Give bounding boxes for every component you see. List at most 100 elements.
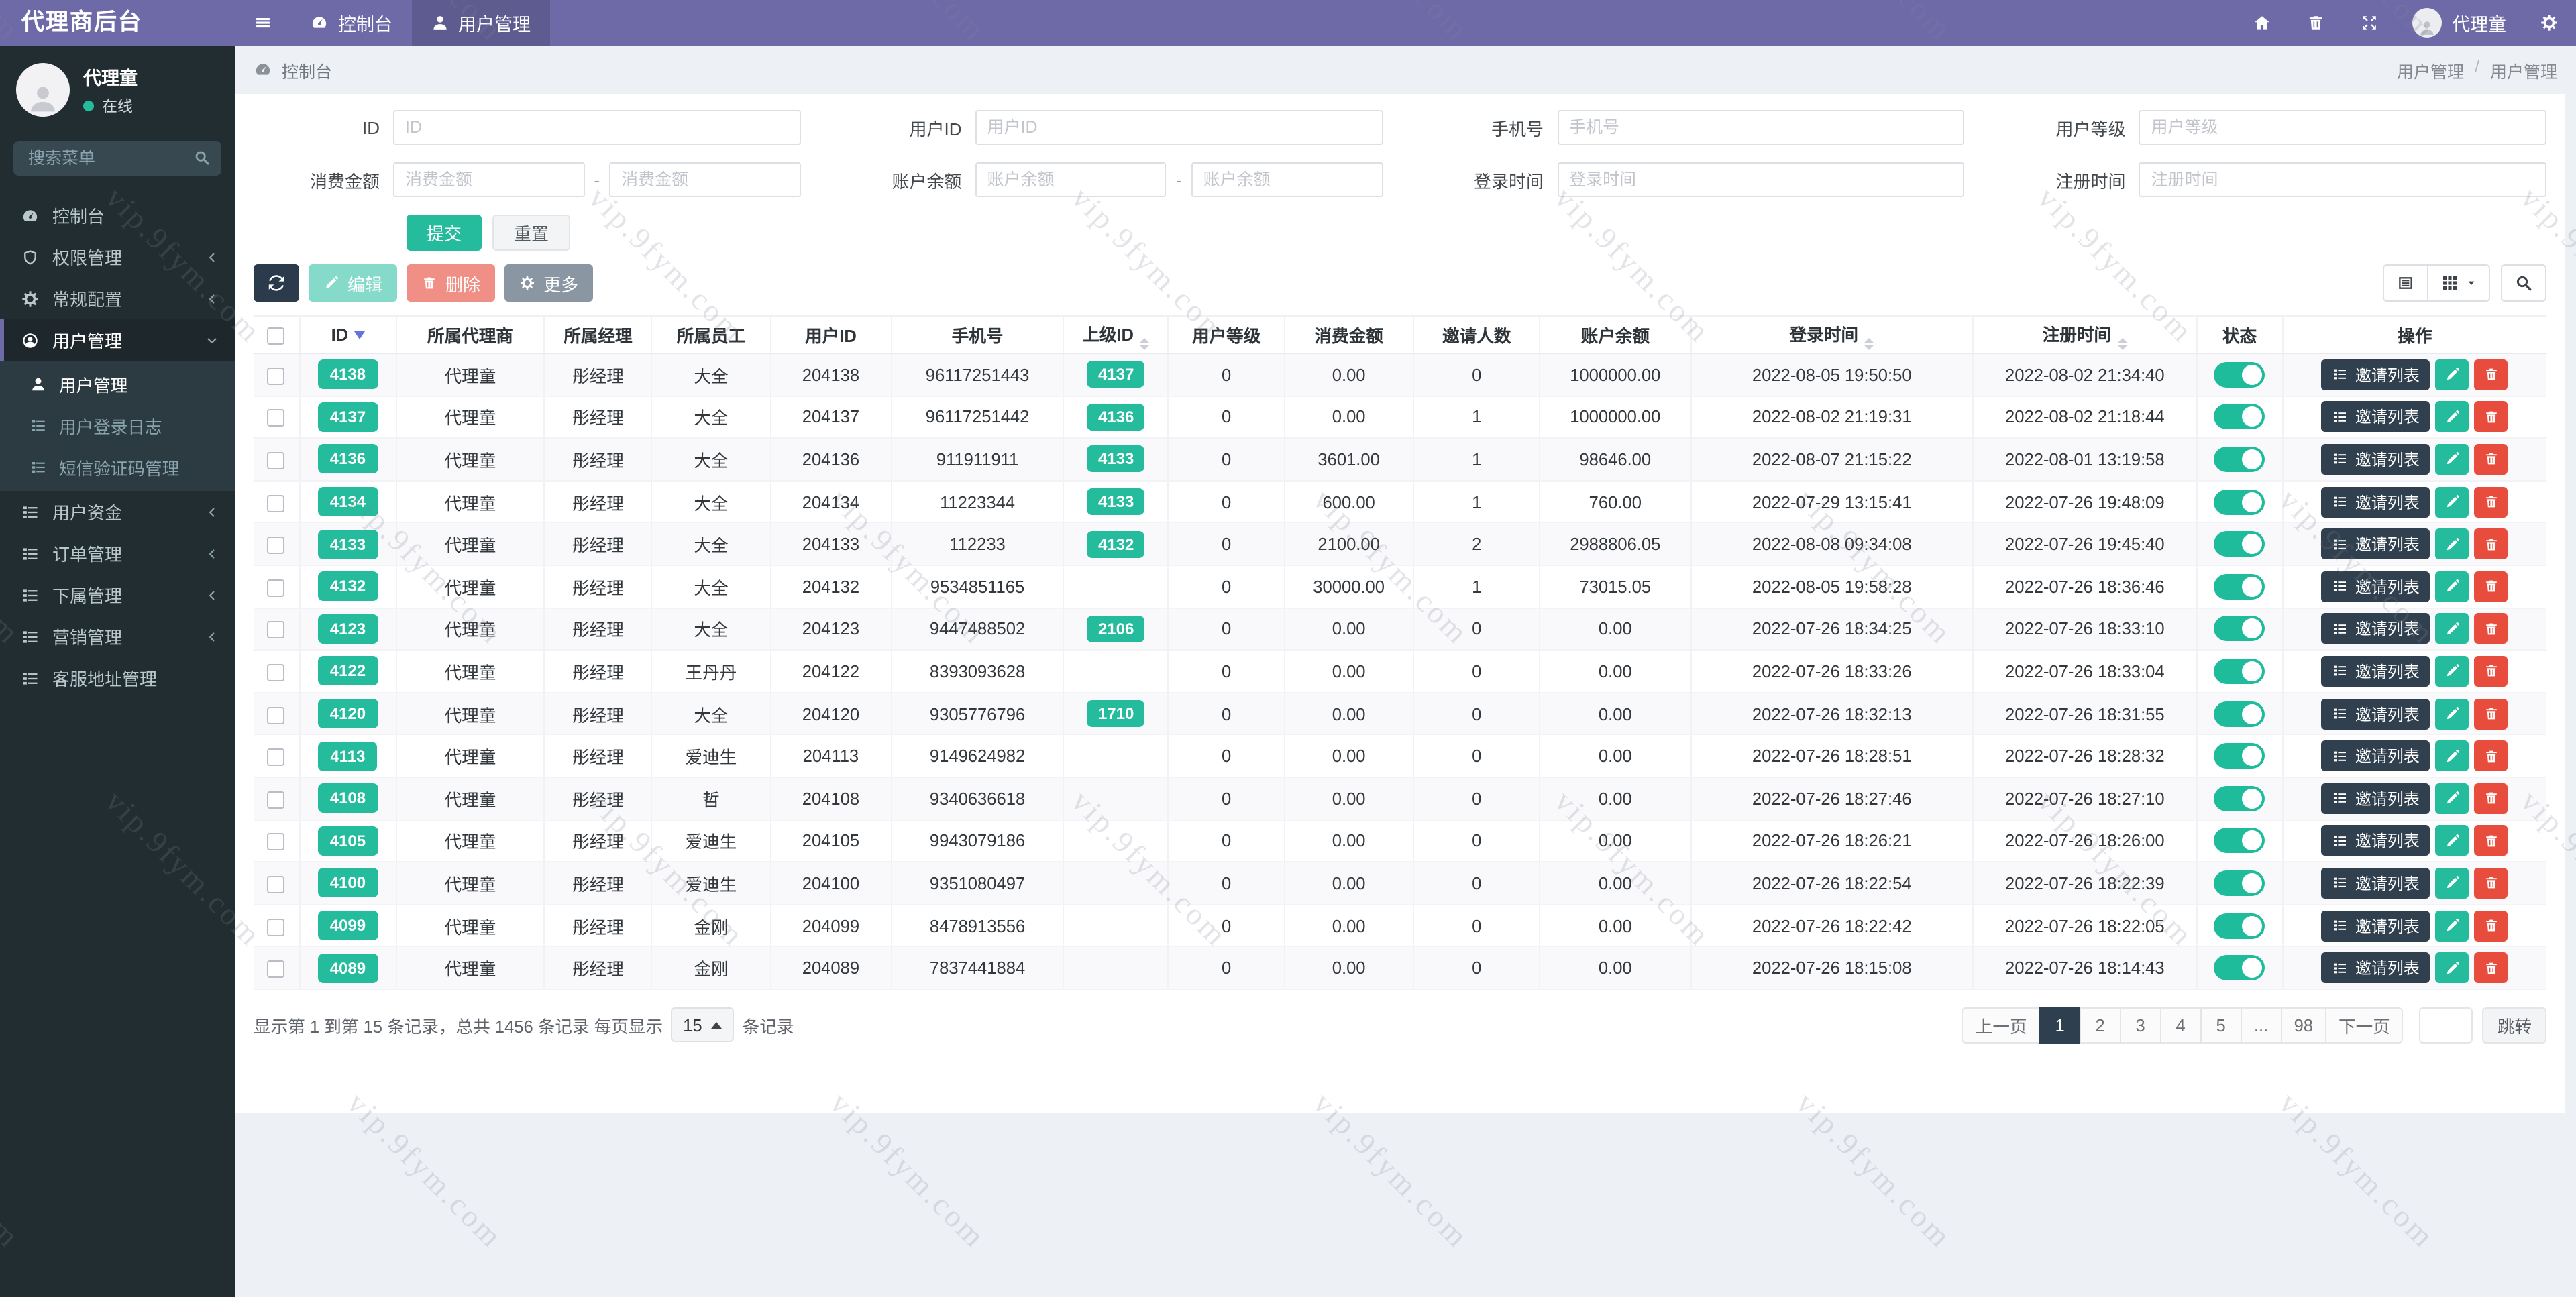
sidebar-item-4-用户管理[interactable]: 用户管理 [0, 319, 235, 361]
column-header-上级ID[interactable]: 上级ID [1063, 315, 1169, 354]
status-toggle-on[interactable] [2214, 743, 2265, 769]
sidebar-item-9-客服地址管理[interactable]: 客服地址管理 [0, 657, 235, 699]
filter-input-ID[interactable] [393, 110, 801, 145]
filter-input-账户余额-max[interactable] [1191, 162, 1383, 197]
nav-item-dashboard[interactable]: 控制台 [291, 0, 411, 46]
status-toggle-on[interactable] [2214, 446, 2265, 472]
row-edit-button[interactable] [2435, 910, 2469, 942]
row-edit-button[interactable] [2435, 486, 2469, 518]
row-checkbox[interactable] [267, 452, 285, 470]
row-delete-button[interactable] [2474, 486, 2508, 518]
row-edit-button[interactable] [2435, 359, 2469, 390]
filter-input-手机号[interactable] [1557, 110, 1965, 145]
invite-list-button[interactable]: 邀请列表 [2321, 571, 2430, 602]
row-edit-button[interactable] [2435, 613, 2469, 644]
sidebar-subitem-用户登录日志[interactable]: 用户登录日志 [0, 405, 235, 447]
sidebar-subitem-短信验证码管理[interactable]: 短信验证码管理 [0, 447, 235, 488]
page-button-5[interactable]: 5 [2200, 1007, 2242, 1044]
row-checkbox[interactable] [267, 833, 285, 851]
row-edit-button[interactable] [2435, 698, 2469, 730]
status-toggle-on[interactable] [2214, 870, 2265, 896]
row-edit-button[interactable] [2435, 528, 2469, 560]
sidebar-item-5-用户资金[interactable]: 用户资金 [0, 491, 235, 532]
sidebar-search-input[interactable] [13, 141, 221, 176]
status-toggle-on[interactable] [2214, 701, 2265, 727]
page-button-98[interactable]: 98 [2280, 1007, 2327, 1044]
invite-list-button[interactable]: 邀请列表 [2321, 613, 2430, 644]
invite-list-button[interactable]: 邀请列表 [2321, 740, 2430, 772]
sidebar-item-1-控制台[interactable]: 控制台 [0, 194, 235, 236]
invite-list-button[interactable]: 邀请列表 [2321, 359, 2430, 390]
row-edit-button[interactable] [2435, 867, 2469, 899]
column-header-ID[interactable]: ID [299, 315, 396, 354]
filter-input-登录时间[interactable] [1557, 162, 1965, 197]
status-toggle-on[interactable] [2214, 828, 2265, 854]
delete-button[interactable]: 删除 [407, 264, 496, 302]
row-edit-button[interactable] [2435, 783, 2469, 814]
columns-button[interactable] [2428, 264, 2490, 302]
sidebar-toggle-button[interactable] [235, 0, 291, 46]
row-delete-button[interactable] [2474, 613, 2508, 644]
row-delete-button[interactable] [2474, 359, 2508, 390]
row-delete-button[interactable] [2474, 571, 2508, 602]
row-edit-button[interactable] [2435, 443, 2469, 475]
invite-list-button[interactable]: 邀请列表 [2321, 867, 2430, 899]
page-button-2[interactable]: 2 [2079, 1007, 2121, 1044]
page-button-4[interactable]: 4 [2159, 1007, 2202, 1044]
status-toggle-on[interactable] [2214, 785, 2265, 811]
jump-button[interactable]: 跳转 [2482, 1007, 2546, 1044]
next-page-button[interactable]: 下一页 [2325, 1007, 2404, 1044]
clear-cache-button[interactable] [2288, 0, 2342, 46]
sidebar-item-6-订单管理[interactable]: 订单管理 [0, 532, 235, 574]
row-edit-button[interactable] [2435, 952, 2469, 984]
row-checkbox[interactable] [267, 409, 285, 427]
invite-list-button[interactable]: 邀请列表 [2321, 486, 2430, 518]
row-checkbox[interactable] [267, 621, 285, 639]
jump-page-input[interactable] [2419, 1007, 2473, 1044]
column-header-登录时间[interactable]: 登录时间 [1690, 315, 1974, 354]
invite-list-button[interactable]: 邀请列表 [2321, 528, 2430, 560]
invite-list-button[interactable]: 邀请列表 [2321, 825, 2430, 856]
invite-list-button[interactable]: 邀请列表 [2321, 698, 2430, 730]
row-delete-button[interactable] [2474, 443, 2508, 475]
row-edit-button[interactable] [2435, 825, 2469, 856]
row-checkbox[interactable] [267, 494, 285, 512]
breadcrumb-location[interactable]: 控制台 [254, 57, 332, 82]
row-checkbox[interactable] [267, 960, 285, 978]
filter-input-用户等级[interactable] [2139, 110, 2546, 145]
row-checkbox[interactable] [267, 791, 285, 809]
row-edit-button[interactable] [2435, 401, 2469, 433]
row-edit-button[interactable] [2435, 740, 2469, 772]
more-button[interactable]: 更多 [504, 264, 594, 302]
invite-list-button[interactable]: 邀请列表 [2321, 910, 2430, 942]
filter-input-消费金额-max[interactable] [609, 162, 801, 197]
status-toggle-on[interactable] [2214, 531, 2265, 557]
sidebar-item-7-下属管理[interactable]: 下属管理 [0, 574, 235, 616]
filter-input-用户ID[interactable] [975, 110, 1383, 145]
row-checkbox[interactable] [267, 367, 285, 385]
row-edit-button[interactable] [2435, 571, 2469, 602]
invite-list-button[interactable]: 邀请列表 [2321, 401, 2430, 433]
sidebar-subitem-用户管理[interactable]: 用户管理 [0, 363, 235, 405]
row-checkbox[interactable] [267, 748, 285, 767]
page-button-3[interactable]: 3 [2119, 1007, 2161, 1044]
row-edit-button[interactable] [2435, 655, 2469, 687]
status-toggle-on[interactable] [2214, 361, 2265, 388]
row-checkbox[interactable] [267, 706, 285, 724]
row-delete-button[interactable] [2474, 655, 2508, 687]
select-all-checkbox[interactable] [267, 327, 285, 345]
invite-list-button[interactable]: 邀请列表 [2321, 783, 2430, 814]
filter-input-注册时间[interactable] [2139, 162, 2546, 197]
filter-input-消费金额[interactable] [393, 162, 585, 197]
row-checkbox[interactable] [267, 664, 285, 682]
toggle-view-button[interactable] [2383, 264, 2428, 302]
row-delete-button[interactable] [2474, 401, 2508, 433]
row-delete-button[interactable] [2474, 952, 2508, 984]
row-delete-button[interactable] [2474, 783, 2508, 814]
row-checkbox[interactable] [267, 537, 285, 555]
nav-item-user-management[interactable]: 用户管理 [411, 0, 549, 46]
row-delete-button[interactable] [2474, 867, 2508, 899]
invite-list-button[interactable]: 邀请列表 [2321, 952, 2430, 984]
status-toggle-on[interactable] [2214, 573, 2265, 600]
invite-list-button[interactable]: 邀请列表 [2321, 443, 2430, 475]
